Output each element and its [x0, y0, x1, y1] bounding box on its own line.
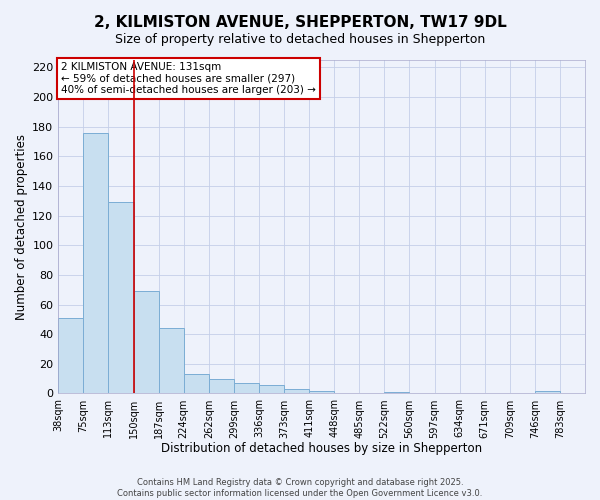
Bar [234, 383, 259, 394]
Text: 2, KILMISTON AVENUE, SHEPPERTON, TW17 9DL: 2, KILMISTON AVENUE, SHEPPERTON, TW17 9D… [94, 15, 506, 30]
Text: Size of property relative to detached houses in Shepperton: Size of property relative to detached ho… [115, 32, 485, 46]
Text: 2 KILMISTON AVENUE: 131sqm
← 59% of detached houses are smaller (297)
40% of sem: 2 KILMISTON AVENUE: 131sqm ← 59% of deta… [61, 62, 316, 95]
Bar [109, 202, 134, 394]
Bar [209, 378, 234, 394]
Bar [83, 132, 109, 394]
X-axis label: Distribution of detached houses by size in Shepperton: Distribution of detached houses by size … [161, 442, 482, 455]
Bar [309, 390, 334, 394]
Y-axis label: Number of detached properties: Number of detached properties [15, 134, 28, 320]
Bar [259, 384, 284, 394]
Bar [58, 318, 83, 394]
Bar [385, 392, 409, 394]
Bar [184, 374, 209, 394]
Bar [284, 389, 309, 394]
Bar [158, 328, 184, 394]
Bar [134, 291, 158, 394]
Text: Contains HM Land Registry data © Crown copyright and database right 2025.
Contai: Contains HM Land Registry data © Crown c… [118, 478, 482, 498]
Bar [535, 390, 560, 394]
